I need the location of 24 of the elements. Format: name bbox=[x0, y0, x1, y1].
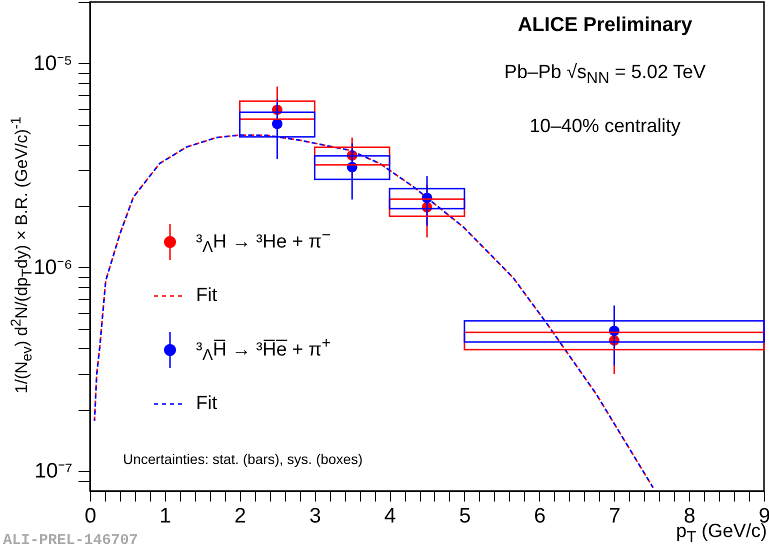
annotation: Pb–Pb √s$_{NN}$ = 5.02 TeV bbox=[504, 62, 706, 88]
text: ALI-PREL-146707 bbox=[3, 532, 138, 549]
point bbox=[272, 118, 282, 130]
x-tick-label: 8 bbox=[684, 504, 696, 528]
y-tick-label: 10⁻⁶ bbox=[33, 256, 72, 279]
legend-label: ³$_{Λ}$H → ³He + π$^{−}$ bbox=[196, 226, 331, 258]
x-tick-label: 1 bbox=[160, 504, 172, 528]
annotation: 10–40% centrality bbox=[529, 116, 681, 138]
legend-label: Fit bbox=[196, 393, 218, 415]
bar bbox=[388, 198, 466, 217]
legend-label: ³$_{Λ}$H̅ → ³H̅e̅ + π$^{+}$ bbox=[196, 334, 331, 366]
x-tick-label: 3 bbox=[309, 504, 322, 528]
x-tick-label: 6 bbox=[534, 504, 546, 528]
x-tick-label: 0 bbox=[84, 504, 96, 528]
x-tick-label: 7 bbox=[608, 504, 621, 528]
x-tick-label: 2 bbox=[234, 504, 246, 528]
legend-label: Fit bbox=[196, 285, 218, 307]
x-tick-label: 5 bbox=[459, 504, 471, 528]
annotation: ALICE Preliminary bbox=[518, 14, 692, 37]
y-tick-label: 10⁻⁵ bbox=[33, 52, 72, 75]
x-tick-label: 4 bbox=[384, 504, 396, 528]
annotation: Uncertainties: stat. (bars), sys. (boxes) bbox=[123, 451, 363, 467]
y-tick-label: 10⁻⁷ bbox=[34, 460, 72, 483]
bar bbox=[314, 146, 390, 166]
